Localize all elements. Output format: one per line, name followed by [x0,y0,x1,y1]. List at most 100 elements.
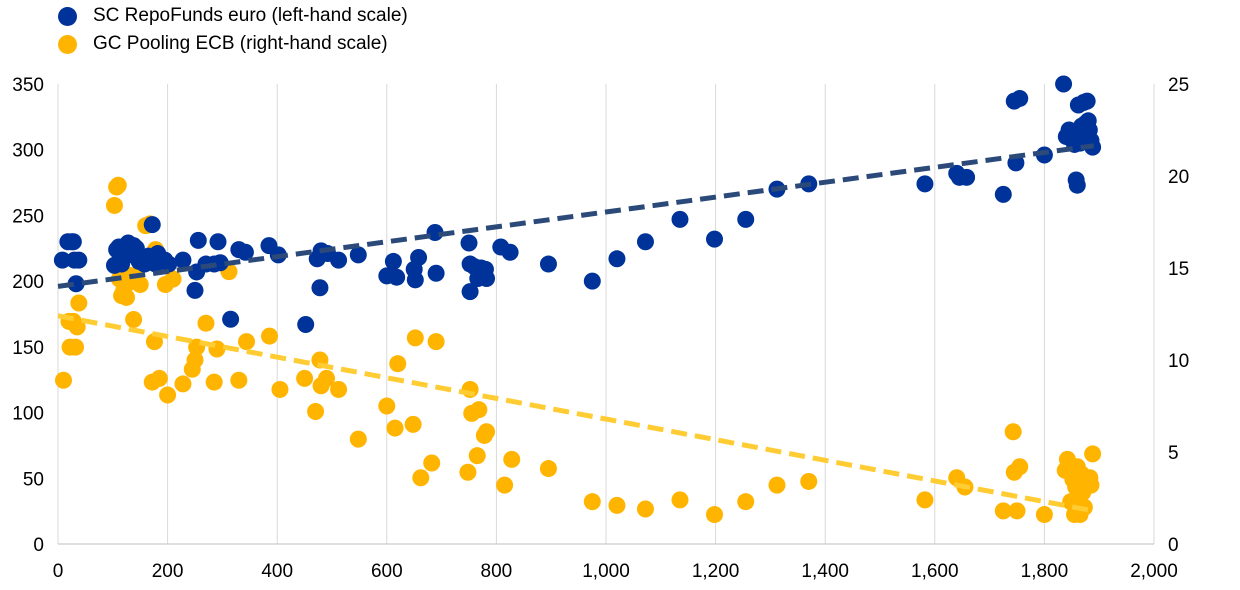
x-axis-ticks: 0 200 400 600 800 1,000 1,200 1,400 1,600 1,800 2,… [53,561,1178,582]
gc-pooling-point [1035,506,1053,524]
gc-pooling-point [468,447,486,465]
sc-repofunds-point [53,251,71,269]
gc-pooling-point [164,270,182,288]
gc-pooling-point [916,491,934,509]
x-tick-label: 400 [261,561,293,582]
gc-pooling-point [261,327,279,345]
gc-pooling-point [406,329,424,347]
gc-pooling-point [768,476,786,494]
trendlines [57,143,1095,514]
right-tick-label: 0 [1168,535,1179,556]
gc-pooling-point [496,476,514,494]
left-tick-label: 0 [33,535,44,556]
x-tick-label: 2,000 [1130,561,1178,582]
gc-pooling-point [412,469,430,487]
gc-pooling-point [230,371,248,389]
sc-repofunds-point [143,216,161,234]
gc-pooling-point [296,369,314,387]
right-tick-label: 10 [1168,351,1189,372]
x-tick-label: 1,000 [582,561,630,582]
sc-repofunds-point [460,234,478,252]
x-tick-label: 800 [481,561,513,582]
sc-repofunds-point [70,251,88,269]
left-tick-label: 250 [12,206,44,227]
sc-repofunds-point [384,252,402,270]
gc-pooling-trendline [57,313,1095,514]
left-tick-label: 350 [12,75,44,96]
sc-repofunds-point [160,255,178,273]
sc-repofunds-point [64,233,82,251]
sc-repofunds-point [1068,176,1086,194]
gc-pooling-point [118,288,135,306]
sc-repofunds-point [501,243,519,261]
gc-pooling-point [105,196,123,214]
left-tick-label: 300 [12,141,44,162]
grid-lines [167,84,1155,544]
gc-pooling-point [800,472,818,490]
legend-marker-sc-repofunds [58,6,77,26]
right-tick-label: 5 [1168,443,1179,464]
sc-repofunds-point [1011,89,1029,107]
sc-repofunds-point [174,251,192,269]
gc-pooling-point [307,403,325,421]
gc-pooling-point [109,176,127,194]
sc-repofunds-point [1055,75,1073,93]
left-tick-label: 100 [12,404,44,425]
gc-pooling-point [150,369,168,387]
gc-pooling-point [1011,458,1029,476]
sc-repofunds-point [127,239,145,257]
gc-pooling-point [70,294,88,312]
sc-repofunds-point [461,283,479,301]
x-tick-label: 200 [152,561,184,582]
gc-pooling-point [1084,445,1102,463]
gc-pooling-point [205,373,223,391]
sc-repofunds-point [222,310,240,328]
sc-repofunds-point [427,264,445,282]
sc-repofunds-point [1078,92,1096,110]
gc-pooling-point [423,454,441,472]
gc-pooling-point [583,493,601,511]
sc-repofunds-point [706,230,724,248]
gc-pooling-point [318,369,336,387]
axes [57,84,1154,545]
sc-repofunds-point [737,210,755,228]
gc-pooling-point [636,500,654,518]
x-tick-label: 1,800 [1021,561,1069,582]
gc-pooling-point [386,419,404,437]
sc-repofunds-point [349,246,367,264]
gc-pooling-point [330,380,348,398]
gc-pooling-point [271,380,289,398]
sc-repofunds-point [671,210,689,228]
sc-repofunds-point [583,272,601,290]
gc-pooling-point [145,333,163,351]
gc-pooling-point [186,351,204,369]
sc-repofunds-point [406,271,424,289]
sc-repofunds-point [388,268,406,286]
gc-pooling-point [459,463,477,481]
sc-repofunds-point [636,233,654,251]
right-tick-label: 20 [1168,167,1189,188]
legend: SC RepoFunds euro (left-hand scale) GC P… [58,2,408,58]
legend-marker-gc-pooling [58,34,77,54]
x-tick-label: 0 [53,561,64,582]
gc-pooling-point [671,491,689,509]
gc-pooling-point [706,506,724,524]
gc-pooling-point [427,333,445,351]
x-tick-label: 1,200 [692,561,740,582]
gc-pooling-point [1004,423,1022,441]
gc-pooling-point [478,423,496,441]
gc-pooling-point [539,460,557,478]
sc-repofunds-point [994,185,1012,203]
sc-repofunds-point [539,255,557,273]
gc-pooling-point [470,401,488,419]
sc-repofunds-point [67,275,85,293]
gc-pooling-point [608,496,626,514]
gc-pooling-point [1082,476,1100,494]
sc-repofunds-point [236,243,254,261]
right-tick-label: 25 [1168,75,1189,96]
right-tick-label: 15 [1168,259,1189,280]
series-sc-repofunds-points [53,75,1102,334]
gc-pooling-point [67,338,85,356]
gc-pooling-point [174,375,192,393]
gc-pooling-point [1008,502,1026,520]
